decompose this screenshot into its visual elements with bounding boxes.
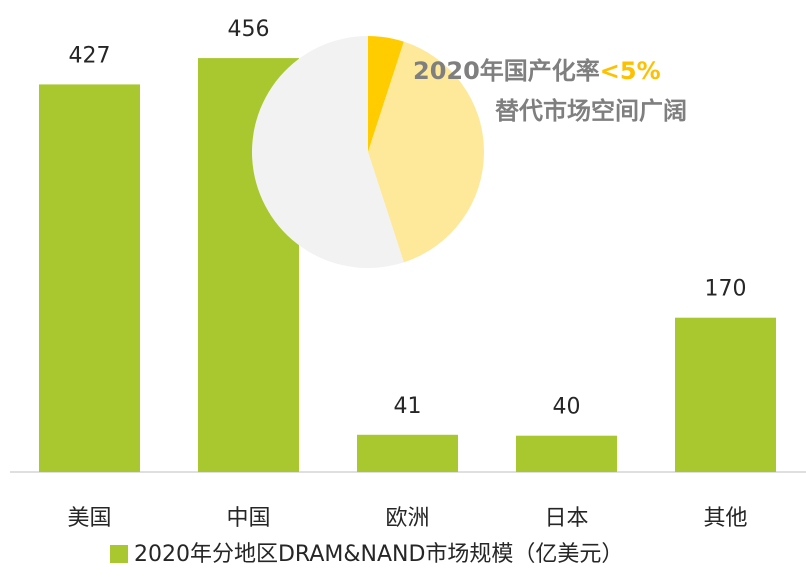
annotation-highlight: <5% xyxy=(600,57,661,85)
x-tick-label: 中国 xyxy=(226,506,270,531)
annotation-text: 2020年国产化率 xyxy=(413,57,600,85)
value-label: 427 xyxy=(69,43,111,68)
pie-subtitle: 替代市场空间广阔 xyxy=(495,97,687,125)
pie xyxy=(252,36,484,268)
x-tick-label: 日本 xyxy=(544,506,588,531)
legend-swatch xyxy=(110,545,128,563)
value-label: 170 xyxy=(705,277,747,302)
x-tick-label: 欧洲 xyxy=(385,506,429,531)
value-label: 40 xyxy=(553,395,581,420)
bar xyxy=(357,434,458,472)
pie-slice xyxy=(368,41,484,263)
bars: 美国 中国 欧洲 日本 其他 427 456 41 40 170 xyxy=(39,17,776,531)
bar xyxy=(516,435,617,472)
bar xyxy=(675,317,776,472)
x-tick-label: 美国 xyxy=(67,506,111,531)
value-label: 41 xyxy=(394,394,422,419)
legend: 2020年分地区DRAM&NAND市场规模（亿美元） xyxy=(110,542,623,567)
x-tick-label: 其他 xyxy=(703,506,747,531)
value-label: 456 xyxy=(228,17,270,42)
legend-label: 2020年分地区DRAM&NAND市场规模（亿美元） xyxy=(134,542,623,567)
pie-slice xyxy=(368,36,404,152)
bar xyxy=(39,84,140,473)
pie-slice xyxy=(252,36,404,268)
pie-annotation: 2020年国产化率<5% xyxy=(413,57,661,85)
